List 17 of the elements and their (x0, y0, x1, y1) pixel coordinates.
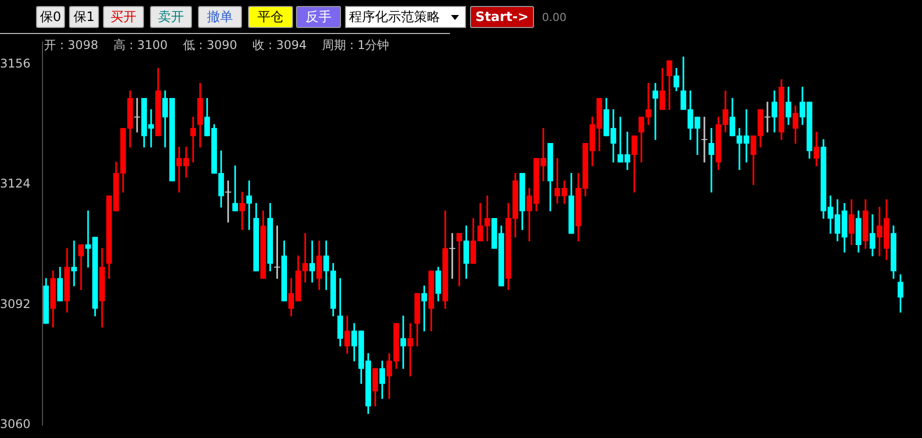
y-tick-label: 3124 (0, 176, 31, 191)
candlestick (71, 240, 77, 286)
text: 平仓 (258, 9, 284, 26)
text: 买开 (110, 9, 136, 26)
y-tick-label: 3060 (0, 416, 31, 431)
text: 反手 (306, 9, 332, 26)
y-tick-label: 3092 (0, 296, 31, 311)
text: 保0 (40, 9, 62, 26)
chart-subtitle: 开 : 3098 高 : 3100 低 : 3090 收 : 3094 周期 : 1分钟 (44, 37, 390, 54)
y-tick-label: 3156 (0, 56, 31, 71)
text: 程序化示范策略 (349, 9, 440, 26)
text: 0.00 (542, 10, 566, 24)
candlestick (78, 244, 84, 290)
text: 卖开 (158, 9, 184, 26)
text: 保1 (73, 9, 95, 26)
text: Start-> (475, 10, 529, 24)
text: 撤单 (207, 9, 233, 26)
